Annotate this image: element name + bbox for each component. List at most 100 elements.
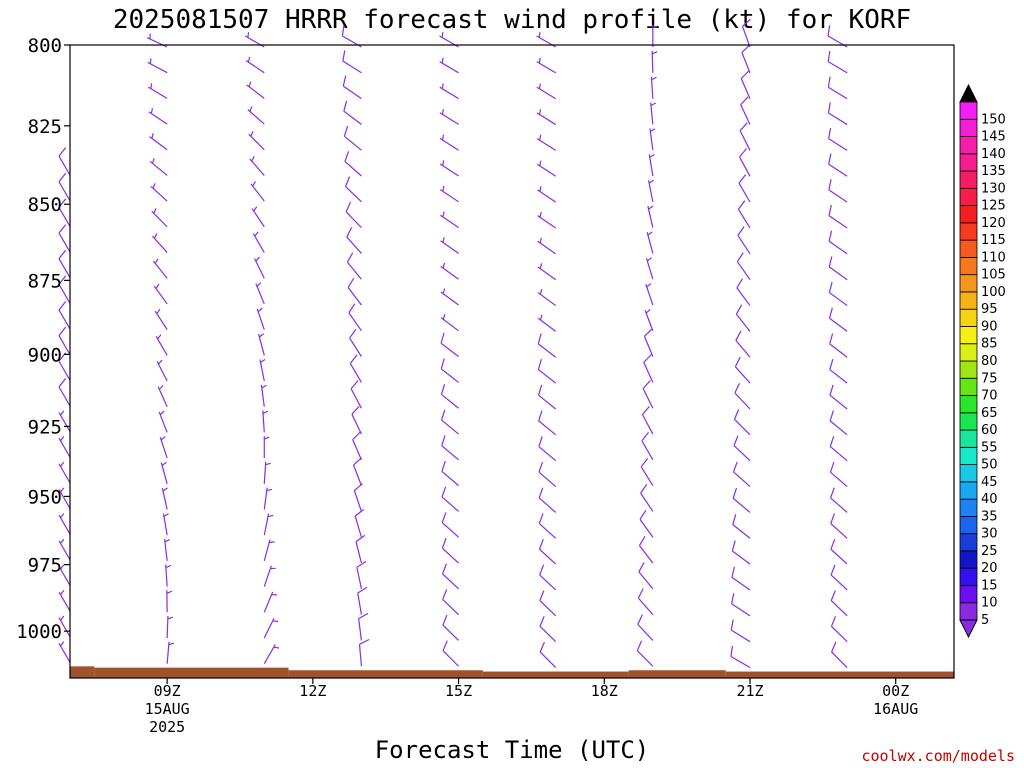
- barb-feather: [248, 81, 252, 87]
- barb-shaft: [248, 133, 265, 151]
- barb-shaft: [358, 618, 363, 641]
- barb-shaft: [58, 540, 71, 561]
- barb-shaft: [537, 292, 557, 307]
- barb-shaft: [829, 343, 848, 358]
- barb-feather: [730, 645, 734, 657]
- barb-shaft: [155, 335, 168, 356]
- barb-feather: [251, 156, 255, 162]
- wind-barb: [537, 384, 557, 410]
- wind-barb: [739, 148, 751, 177]
- barb-feather: [737, 226, 745, 236]
- wind-barb: [147, 83, 168, 99]
- wind-barb: [349, 354, 362, 383]
- barb-shaft: [440, 214, 459, 229]
- wind-barb: [538, 436, 557, 462]
- barb-shaft: [58, 309, 71, 330]
- wind-barb: [58, 590, 71, 612]
- barb-feather: [740, 70, 750, 79]
- barb-feather: [640, 457, 649, 468]
- barb-shaft: [827, 61, 848, 74]
- barb-feather: [60, 487, 65, 493]
- wind-barb: [828, 230, 848, 255]
- barb-feather: [637, 614, 643, 625]
- barb-feather: [267, 514, 274, 518]
- x-tick-label: 21Z: [736, 682, 763, 700]
- barb-shaft: [150, 185, 168, 202]
- wind-barb: [736, 252, 751, 281]
- ground-segment: [628, 670, 726, 678]
- wind-barb: [354, 508, 365, 538]
- wind-barb: [441, 537, 459, 564]
- barb-feather: [538, 436, 543, 447]
- barb-shaft: [650, 102, 654, 125]
- colorbar-label: 80: [981, 354, 998, 369]
- barb-feather: [442, 589, 448, 600]
- y-axis-pressure: 800 825 850 875 900 925 950 975 1000: [16, 35, 70, 643]
- barb-shaft: [152, 260, 168, 279]
- barb-shaft: [538, 446, 557, 462]
- wind-barb: [537, 237, 557, 255]
- wind-barb: [650, 102, 657, 125]
- barb-feather: [60, 564, 65, 570]
- barb-shaft: [440, 265, 459, 280]
- barb-shaft: [58, 284, 71, 304]
- barb-feather: [537, 333, 542, 345]
- barb-feather: [637, 588, 644, 599]
- wind-barb: [345, 201, 362, 229]
- barb-feather: [153, 233, 158, 239]
- wind-barb: [439, 57, 459, 74]
- barb-shaft: [648, 154, 654, 177]
- barb-shaft: [58, 489, 71, 509]
- barb-feather: [442, 614, 448, 626]
- wind-barb: [58, 436, 71, 458]
- barb-feather: [830, 590, 836, 601]
- barb-shaft: [641, 414, 654, 435]
- wind-barb: [440, 332, 459, 358]
- barb-shaft: [58, 232, 71, 253]
- wind-barb: [827, 50, 848, 74]
- barb-feather: [642, 380, 651, 389]
- barb-feather: [58, 275, 67, 285]
- barb-feather: [642, 405, 650, 416]
- barb-shaft: [249, 158, 265, 176]
- barb-feather: [731, 593, 735, 604]
- colorbar-swatch: [959, 153, 978, 172]
- barb-shaft: [537, 215, 557, 229]
- barb-shaft: [58, 181, 71, 202]
- barb-shaft: [536, 163, 557, 177]
- barb-shaft: [151, 210, 168, 228]
- barb-feather: [442, 314, 446, 320]
- barb-feather: [152, 183, 156, 189]
- wind-barb: [166, 641, 175, 664]
- wind-barb: [441, 460, 459, 487]
- barb-feather: [639, 509, 647, 520]
- barb-feather: [441, 512, 447, 523]
- barb-feather: [827, 25, 831, 37]
- barb-shaft: [828, 86, 848, 100]
- wind-barb: [829, 461, 848, 488]
- colorbar-label: 75: [981, 371, 998, 386]
- barb-feather: [828, 230, 833, 242]
- barb-feather: [346, 252, 354, 263]
- barb-feather: [735, 330, 742, 341]
- barb-feather: [160, 436, 166, 441]
- barb-feather: [58, 147, 67, 157]
- barb-feather: [149, 58, 152, 64]
- barb-shaft: [737, 208, 751, 229]
- barb-feather: [730, 619, 734, 631]
- wind-barb: [262, 410, 269, 433]
- wind-barb: [58, 172, 71, 202]
- barb-shaft: [645, 257, 654, 280]
- wind-barb: [343, 100, 362, 125]
- wind-barb: [830, 564, 848, 591]
- colorbar-label: 65: [981, 406, 998, 421]
- barb-feather: [250, 131, 254, 137]
- barb-shaft: [441, 445, 459, 461]
- wind-barb: [165, 564, 172, 587]
- colorbar-label: 40: [981, 492, 998, 507]
- wind-barb: [248, 131, 265, 151]
- barb-shaft: [644, 310, 654, 332]
- colorbar-swatch: [959, 533, 978, 552]
